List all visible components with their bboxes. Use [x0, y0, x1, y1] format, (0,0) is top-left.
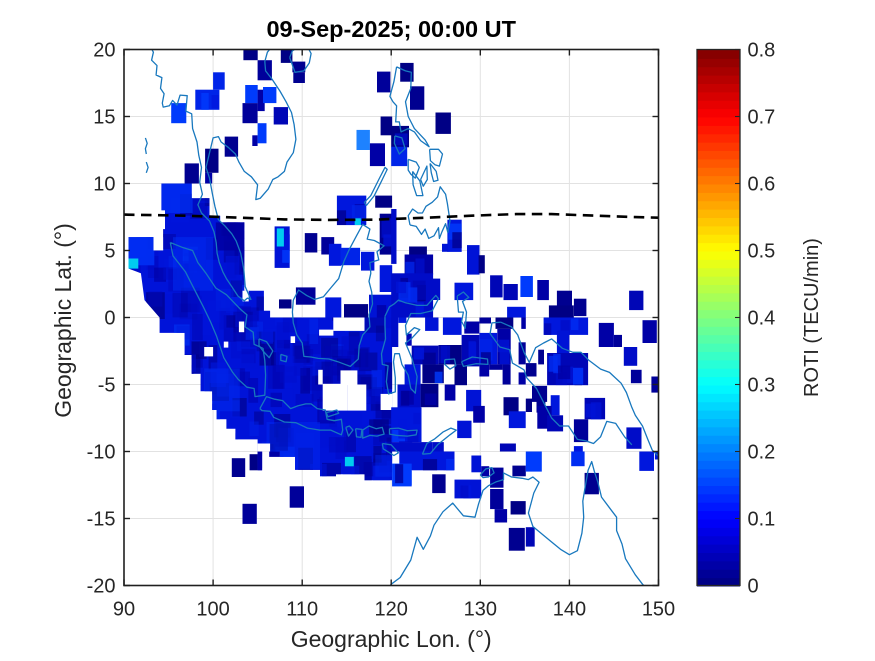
- svg-text:09-Sep-2025; 00:00 UT: 09-Sep-2025; 00:00 UT: [266, 16, 516, 42]
- svg-text:0.5: 0.5: [748, 241, 776, 263]
- svg-text:110: 110: [286, 599, 318, 621]
- svg-text:0.4: 0.4: [748, 308, 776, 330]
- svg-text:120: 120: [375, 599, 408, 621]
- svg-text:-20: -20: [87, 576, 116, 598]
- svg-text:-5: -5: [98, 375, 116, 397]
- svg-text:-15: -15: [87, 509, 116, 531]
- svg-text:Geographic Lon. (°): Geographic Lon. (°): [291, 626, 492, 652]
- svg-text:0.1: 0.1: [748, 509, 776, 531]
- svg-text:150: 150: [642, 599, 675, 621]
- svg-text:0.7: 0.7: [748, 107, 776, 129]
- svg-text:90: 90: [113, 599, 135, 621]
- svg-text:100: 100: [196, 599, 229, 621]
- svg-text:5: 5: [104, 241, 115, 263]
- svg-text:0.3: 0.3: [748, 375, 776, 397]
- svg-text:130: 130: [464, 599, 497, 621]
- svg-text:Geographic Lat. (°): Geographic Lat. (°): [50, 223, 76, 418]
- svg-text:15: 15: [93, 107, 115, 129]
- svg-text:0.2: 0.2: [748, 442, 776, 464]
- svg-text:0.6: 0.6: [748, 174, 776, 196]
- svg-text:140: 140: [553, 599, 586, 621]
- svg-text:ROTI (TECU/min): ROTI (TECU/min): [801, 238, 823, 397]
- svg-text:0: 0: [104, 308, 115, 330]
- svg-text:0.8: 0.8: [748, 40, 776, 62]
- svg-text:-10: -10: [87, 442, 116, 464]
- svg-text:20: 20: [93, 40, 115, 62]
- svg-text:0: 0: [748, 576, 759, 598]
- svg-text:10: 10: [93, 174, 115, 196]
